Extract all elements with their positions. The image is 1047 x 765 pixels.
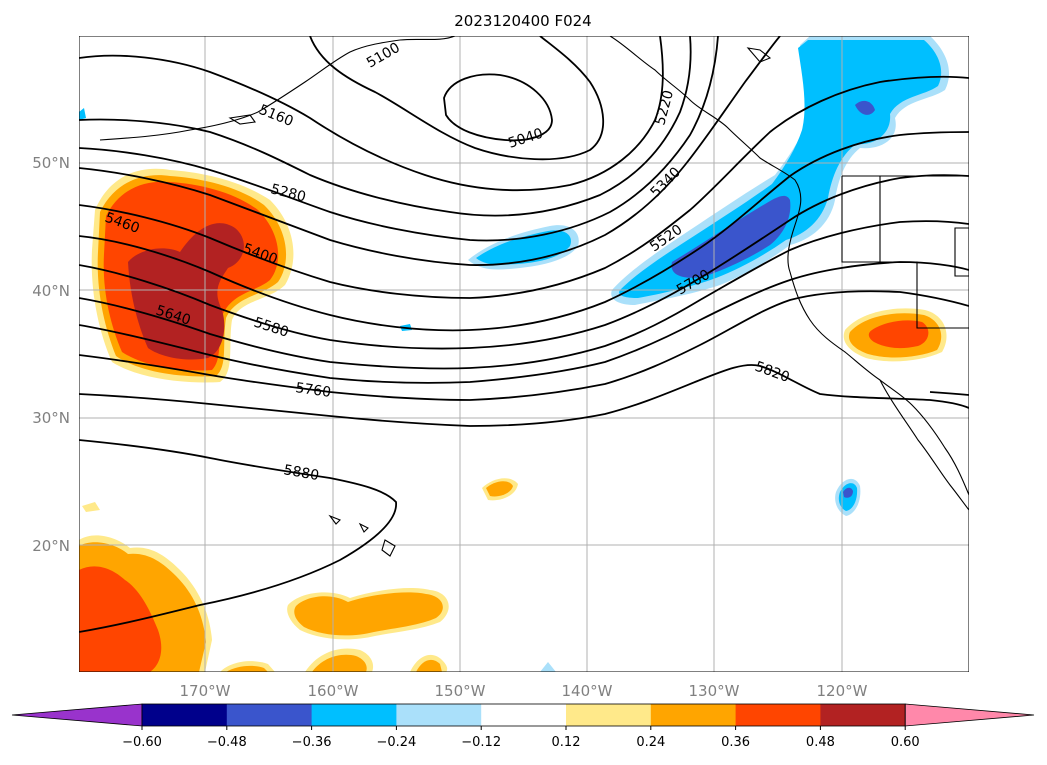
colorbar-tick-label: −0.36: [292, 735, 332, 750]
colorbar-tick-label: −0.48: [207, 735, 247, 750]
gridlines: [79, 36, 969, 672]
lon-label: 170°W: [180, 682, 231, 700]
colorbar-tick-label: −0.24: [376, 735, 416, 750]
colorbar-tick-label: −0.12: [461, 735, 501, 750]
colorbar-tick-label: 0.12: [552, 735, 581, 750]
colorbar-tick-label: 0.48: [806, 735, 835, 750]
lon-label: 130°W: [689, 682, 740, 700]
colorbar-tick-label: 0.60: [891, 735, 920, 750]
figure-title: 2023120400 F024: [454, 12, 591, 30]
colorbar-bin: [650, 704, 737, 726]
lat-label: 40°N: [32, 282, 70, 300]
lon-label: 160°W: [308, 682, 359, 700]
latitude-labels: 50°N 40°N 30°N 20°N: [32, 154, 70, 555]
colorbar-bin: [481, 704, 567, 726]
colorbar-extend-low: [11, 703, 143, 727]
colorbar-outline: [141, 703, 906, 727]
lat-label: 50°N: [32, 154, 70, 172]
lat-label: 30°N: [32, 409, 70, 427]
map-area: 5040 5100 5160 5220 5280 5340 5400 5460 …: [79, 36, 969, 672]
contour-label: 5880: [282, 462, 320, 484]
colorbar-bin: [566, 704, 652, 726]
contour-label: 5760: [294, 380, 332, 401]
colorbar-bin: [396, 704, 482, 726]
colorbar: −0.60 −0.48 −0.36 −0.24 −0.12 0.12 0.24 0.36 0.4…: [11, 703, 1035, 750]
lon-label: 150°W: [435, 682, 486, 700]
colorbar-tick-label: 0.24: [636, 735, 665, 750]
lat-label: 20°N: [32, 537, 70, 555]
lon-label: 120°W: [817, 682, 868, 700]
colorbar-bin: [735, 704, 821, 726]
colorbar-bin: [226, 704, 313, 726]
colorbar-bin: [820, 704, 906, 726]
colorbar-bin: [311, 704, 397, 726]
colorbar-extend-high: [904, 703, 1035, 727]
colorbar-tick-label: 0.36: [721, 735, 750, 750]
longitude-labels: 170°W 160°W 150°W 140°W 130°W 120°W: [180, 682, 868, 700]
lon-label: 140°W: [562, 682, 613, 700]
colorbar-tick-label: −0.60: [122, 735, 162, 750]
shaded-field: [79, 36, 950, 672]
height-contours: [79, 36, 969, 633]
colorbar-bin: [142, 704, 228, 726]
